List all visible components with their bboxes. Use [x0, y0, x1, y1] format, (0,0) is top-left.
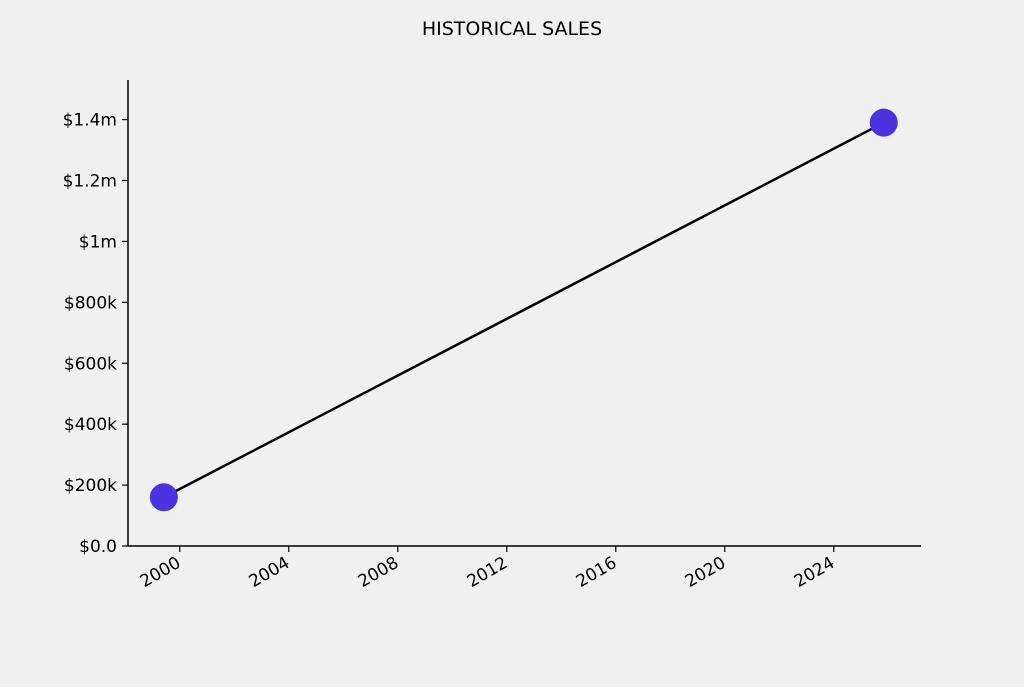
y-tick-label: $1.4m [63, 111, 117, 131]
y-tick-label: $1.2m [63, 172, 117, 192]
data-point [869, 108, 898, 137]
x-tick-label: 2016 [573, 553, 620, 592]
series-line [163, 121, 885, 499]
chart-title: HISTORICAL SALES [422, 18, 602, 40]
y-tick-label: $200k [64, 476, 117, 496]
data-point [149, 483, 178, 512]
x-tick-label: 2024 [791, 553, 838, 592]
x-tick-label: 2020 [682, 553, 729, 592]
y-tick-label: $800k [64, 293, 117, 313]
y-tick-label: $400k [64, 415, 117, 435]
x-tick-label: 2012 [464, 553, 511, 592]
x-tick-label: 2000 [137, 553, 184, 592]
x-tick-label: 2004 [246, 553, 293, 592]
x-tick-label: 2008 [355, 553, 402, 592]
y-tick-label: $600k [64, 354, 117, 374]
y-tick-label: $1m [79, 232, 117, 252]
y-tick-label: $0.0 [79, 537, 117, 557]
